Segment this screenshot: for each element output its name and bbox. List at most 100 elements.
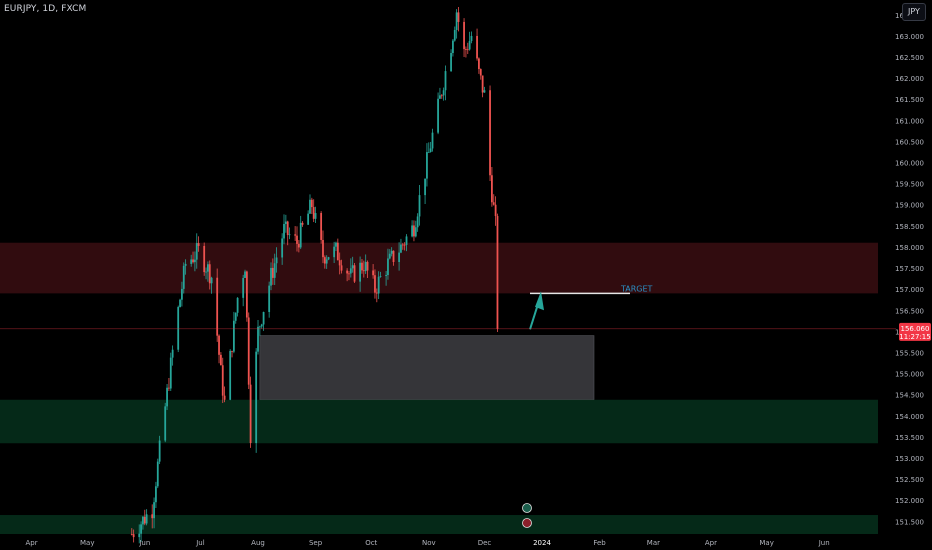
candle-body — [255, 351, 258, 444]
candle-body — [439, 95, 441, 99]
candle-body — [151, 514, 154, 519]
time-tick: May — [759, 539, 773, 547]
candle-body — [181, 288, 183, 300]
candle-body — [366, 261, 369, 271]
candle-body — [483, 90, 486, 93]
price-tick: 159.000 — [895, 202, 924, 210]
candle — [483, 86, 486, 93]
candle — [155, 481, 157, 509]
candle-body — [231, 350, 233, 352]
candle — [179, 298, 181, 308]
candle — [275, 247, 278, 273]
price-tick: 161.000 — [895, 117, 924, 125]
candle — [205, 267, 207, 280]
candle-body — [164, 406, 167, 441]
price-tick: 154.000 — [895, 413, 924, 421]
currency-button[interactable]: JPY — [902, 3, 926, 21]
candle — [400, 238, 402, 254]
event-marker-icon[interactable] — [522, 518, 532, 528]
candle-body — [297, 243, 300, 248]
candle-body — [281, 238, 284, 258]
candle — [262, 311, 265, 331]
candle-body — [333, 246, 336, 258]
candle-body — [270, 267, 272, 286]
candle — [132, 529, 135, 543]
candle-body — [143, 516, 146, 524]
candle-body — [221, 365, 224, 396]
candle — [450, 49, 452, 72]
candle-body — [478, 58, 480, 70]
candle — [221, 357, 224, 404]
candle-body — [470, 35, 473, 41]
candle-body — [450, 52, 452, 72]
candle-body — [494, 204, 497, 217]
candle-body — [145, 514, 148, 524]
candle — [138, 524, 141, 544]
candle-body — [203, 245, 206, 273]
candle — [429, 141, 432, 153]
candle-body — [273, 263, 276, 278]
candle-body — [184, 263, 187, 266]
candle — [470, 31, 473, 44]
price-zones — [0, 242, 878, 534]
candle — [496, 213, 499, 333]
candle — [130, 528, 133, 536]
price-tick: 159.500 — [895, 181, 924, 189]
candle-body — [320, 213, 323, 240]
candle — [142, 516, 144, 530]
time-tick: Aug — [251, 539, 265, 547]
zone-gray-box — [259, 335, 595, 401]
candle-body — [440, 95, 443, 97]
candle — [153, 497, 155, 529]
candle-body — [424, 178, 426, 196]
candle-body — [179, 299, 181, 308]
candle — [145, 509, 148, 526]
time-tick: Feb — [593, 539, 606, 547]
candle — [231, 350, 233, 358]
candle-body — [476, 35, 478, 59]
candle — [247, 312, 250, 390]
candle — [242, 274, 245, 307]
candle-body — [236, 297, 239, 313]
candle-body — [283, 223, 285, 239]
candle-body — [426, 152, 428, 179]
candle-body — [166, 387, 168, 407]
time-tick: May — [80, 539, 94, 547]
event-marker-icon[interactable] — [522, 503, 532, 513]
candle — [192, 251, 194, 264]
candle-body — [132, 534, 135, 538]
candle-body — [138, 533, 141, 538]
candle-body — [377, 276, 380, 294]
candle — [297, 240, 300, 253]
candle-body — [340, 265, 343, 271]
candle — [440, 94, 443, 99]
candle — [307, 210, 310, 225]
price-tick: 156.500 — [895, 307, 924, 315]
candle-body — [271, 267, 274, 278]
candle-body — [312, 207, 315, 219]
candle — [385, 271, 387, 286]
candle — [335, 241, 337, 251]
candle-body — [257, 326, 259, 352]
candle — [244, 269, 246, 278]
candle-body — [414, 227, 417, 237]
candle — [444, 65, 447, 101]
candle — [158, 435, 161, 465]
candle-body — [479, 69, 482, 76]
candle — [413, 220, 415, 242]
candle — [194, 251, 196, 272]
price-tag-countdown: 11:27:15 — [899, 333, 930, 341]
candle — [327, 256, 330, 261]
candle — [232, 311, 235, 354]
candle — [387, 248, 389, 280]
candle-body — [349, 268, 352, 274]
time-tick: Apr — [705, 539, 717, 547]
candle-body — [442, 90, 445, 96]
candle — [478, 57, 480, 74]
candle-body — [346, 270, 349, 274]
price-tick: 155.000 — [895, 371, 924, 379]
candle-body — [336, 242, 339, 261]
price-tick: 152.000 — [895, 497, 924, 505]
candle — [481, 75, 484, 98]
